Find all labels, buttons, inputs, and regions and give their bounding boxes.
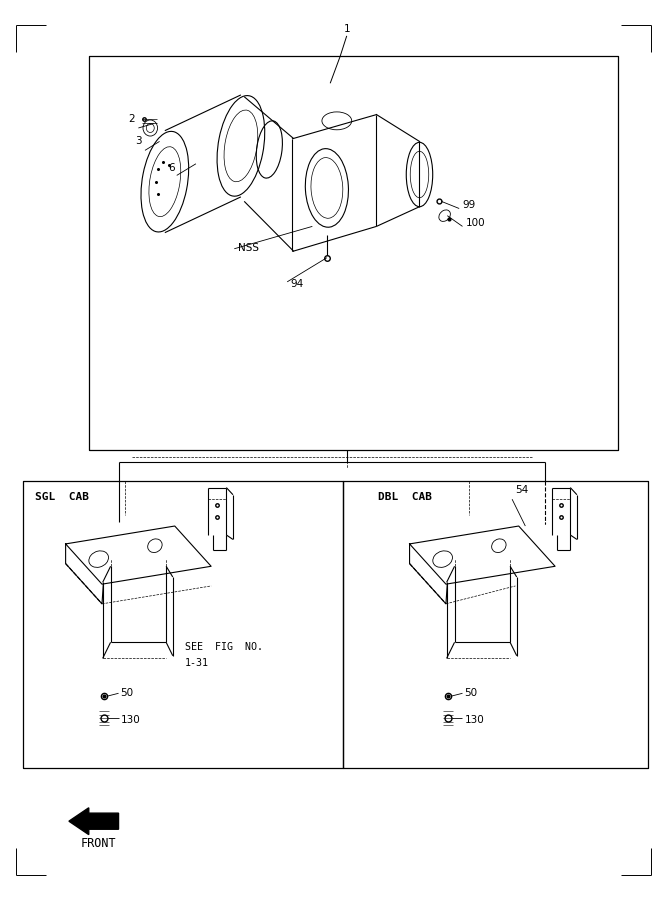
Text: 2: 2: [129, 113, 135, 123]
Text: 54: 54: [516, 485, 529, 495]
Text: 1: 1: [344, 24, 350, 34]
Text: 130: 130: [464, 716, 484, 725]
Text: 1-31: 1-31: [185, 658, 209, 668]
Text: 50: 50: [464, 688, 478, 698]
Text: 50: 50: [121, 688, 133, 698]
Text: FRONT: FRONT: [81, 837, 117, 850]
Text: 130: 130: [121, 716, 140, 725]
Text: SEE  FIG  NO.: SEE FIG NO.: [185, 642, 263, 652]
FancyArrow shape: [69, 808, 119, 834]
Text: 94: 94: [291, 279, 303, 289]
Text: DBL  CAB: DBL CAB: [378, 492, 432, 502]
Text: 6: 6: [168, 163, 175, 173]
Text: 100: 100: [466, 218, 486, 229]
Text: 3: 3: [135, 136, 141, 146]
Text: 99: 99: [462, 201, 476, 211]
Text: NSS: NSS: [237, 243, 259, 253]
Text: SGL  CAB: SGL CAB: [35, 492, 89, 502]
